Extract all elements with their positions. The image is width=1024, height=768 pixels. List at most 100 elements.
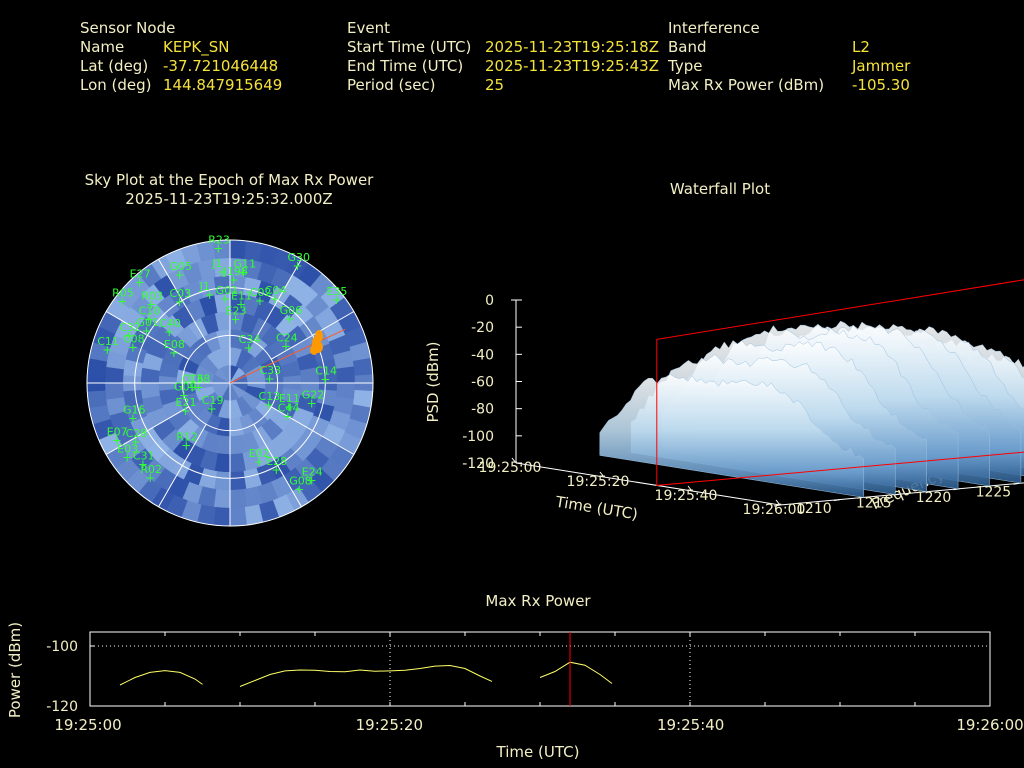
satellite-marker: + [229,273,239,287]
satellite-label: C08 [123,333,145,346]
satellite-label: G09 [174,380,197,393]
maxpower-title: Max Rx Power [485,592,591,610]
satellite-marker: + [292,259,302,273]
satellite-marker: + [307,396,317,410]
satellite-label: G30 [288,251,311,264]
azimuth-spoke [271,406,355,455]
satellite-marker: + [124,329,134,343]
satellite-label: E35 [326,285,347,298]
satellite-marker: + [135,276,145,290]
interference-title: Interference [668,19,760,37]
satellite-marker: + [146,297,156,311]
satellite-marker: + [294,483,304,497]
jammer-direction-line [229,328,346,384]
power-trace-segment [239,664,493,687]
satellite-marker: + [145,471,155,485]
satellite-label: C44 [278,401,300,414]
satellite-marker: + [131,435,141,449]
time-tick [687,485,693,492]
satellite-label: E21 [176,396,197,409]
z-tick-label: -20 [471,320,494,336]
time-tick [599,471,605,478]
satellite-label: G01 [216,284,239,297]
satellite-label: C24 [276,332,298,345]
azimuth-spoke [271,311,355,360]
frequency-tick-label: 1215 [856,496,892,512]
sensor-name-label: Name [80,38,125,56]
sensor-lon-value: 144.847915649 [163,76,283,94]
satellite-marker: + [169,346,179,360]
satellite-marker: + [271,463,281,477]
satellite-label: G05 [170,260,193,273]
satellite-label: G16 [123,403,146,416]
satellite-marker: + [174,295,184,309]
satellite-marker: + [117,295,127,309]
satellite-label: G11 [234,258,257,271]
satellite-label: R12 [176,430,198,443]
satellite-marker: + [244,341,254,355]
satellite-marker: + [239,266,249,280]
satellite-label: E11 [231,289,252,302]
satellite-marker: + [221,292,231,306]
interference-power-value: -105.30 [852,76,910,94]
x-tick-label: 19:25:40 [657,716,724,734]
waterfall-title: Waterfall Plot [669,180,771,198]
satellite-label: C32 [119,321,141,334]
satellite-label: R03 [141,289,163,302]
waterfall-surface [599,320,1024,498]
time-marker-plane [656,279,1024,486]
plot-frame [89,631,991,707]
satellite-label: C34 [239,333,261,346]
satellite-label: C10 [139,304,161,317]
satellite-marker: + [307,473,317,487]
satellite-marker: + [164,325,174,339]
satellite-marker: + [112,434,122,448]
satellite-marker: + [128,411,138,425]
satellite-marker: + [264,372,274,386]
time-tick-label: 19:25:00 [479,460,542,476]
satellite-label: E23 [226,305,247,318]
satellite-marker: + [263,398,273,412]
satellite-marker: + [283,409,293,423]
satellite-label: C11 [97,335,119,348]
time-tick-label: 19:25:40 [655,488,718,504]
satellite-marker: + [179,388,189,402]
satellite-marker: + [187,381,197,395]
frequency-tick [1013,482,1020,485]
satellite-marker: + [331,293,341,307]
satellite-marker: + [194,380,204,394]
satellite-marker: + [205,288,215,302]
skyplot-title: Sky Plot at the Epoch of Max Rx Power [84,171,374,189]
satellite-label: C02 [250,286,272,299]
azimuth-spoke [105,311,189,360]
azimuth-spoke [158,424,207,508]
event-title: Event [347,19,390,37]
frequency-tick-label: 1210 [796,501,832,517]
satellite-marker: + [320,373,330,387]
z-tick-label: -80 [471,402,494,418]
x-axis-label: Time (UTC) [496,743,580,761]
satellite-label: G01 [136,316,159,329]
satellite-marker: + [217,265,227,279]
satellite-label: C03 [169,287,191,300]
satellite-label: E07 [107,426,128,439]
satellite-marker: + [138,457,148,471]
satellite-marker: + [122,451,132,465]
skyplot-subtitle: 2025-11-23T19:25:32.000Z [125,190,333,208]
satellite-label: E11 [279,392,300,405]
y-axis-label: Power (dBm) [6,622,24,718]
satellite-marker: + [144,312,154,326]
x-tick-label: 19:26:00 [956,716,1023,734]
time-tick [511,457,517,464]
satellite-marker: + [141,324,151,338]
satellite-label: C13 [259,390,281,403]
satellite-label: C38 [189,372,211,385]
satellite-label: E28 [266,455,287,468]
satellite-label: G22 [302,388,325,401]
sky-background [86,239,374,527]
interference-power-label: Max Rx Power (dBm) [668,76,825,94]
satellite-label: R05 [112,287,134,300]
azimuth-spoke [105,406,189,455]
frequency-tick [893,493,900,496]
